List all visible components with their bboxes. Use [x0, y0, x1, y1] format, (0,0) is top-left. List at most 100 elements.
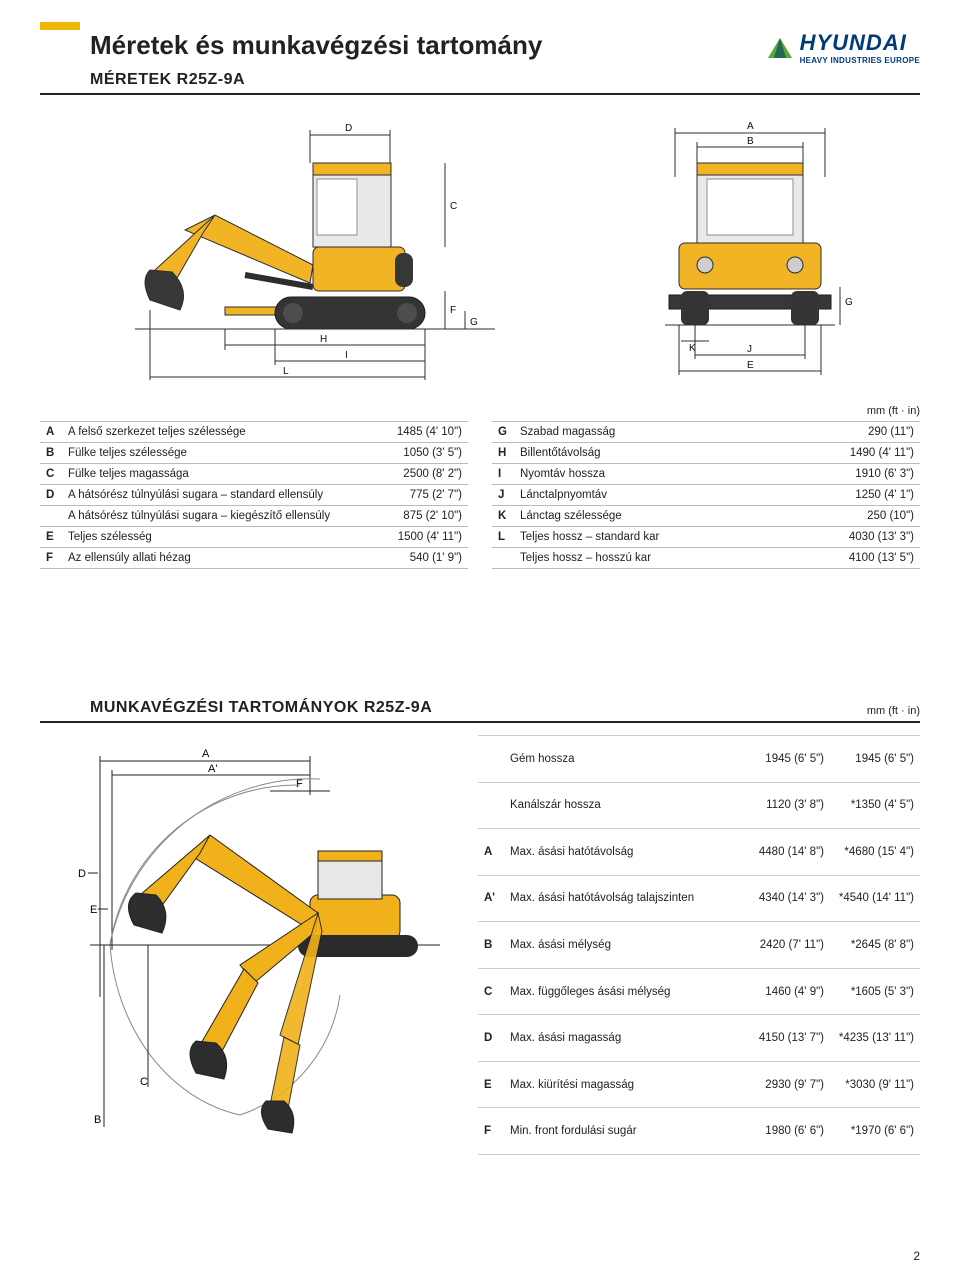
dimensions-diagram: D C F G H I — [40, 105, 920, 405]
svg-text:F: F — [450, 305, 456, 316]
dim-key: A — [40, 422, 62, 443]
dim-label: Teljes hossz – hosszú kar — [514, 548, 783, 569]
dim-value: 290 (11") — [783, 422, 920, 443]
svg-text:C: C — [140, 1076, 148, 1088]
dim-key — [40, 506, 62, 527]
range-key — [478, 782, 504, 829]
table-row: A'Max. ásási hatótávolság talajszinten43… — [478, 875, 920, 922]
dims-table-right: GSzabad magasság290 (11")HBillentőtávols… — [492, 421, 920, 569]
dim-label: Nyomtáv hossza — [514, 464, 783, 485]
dim-value: 4030 (13' 3") — [783, 527, 920, 548]
svg-text:G: G — [845, 297, 853, 308]
svg-text:E: E — [90, 904, 97, 916]
dim-key: K — [492, 506, 514, 527]
range-value-2: *2645 (8' 8") — [830, 922, 920, 969]
table-row: CMax. függőleges ásási mélység1460 (4' 9… — [478, 968, 920, 1015]
dim-value: 540 (1' 9") — [379, 548, 468, 569]
dim-key: B — [40, 443, 62, 464]
range-value-1: 1945 (6' 5") — [740, 736, 830, 783]
dim-key: L — [492, 527, 514, 548]
dim-key: I — [492, 464, 514, 485]
range-key — [478, 736, 504, 783]
dim-key: D — [40, 485, 62, 506]
dim-value: 2500 (8' 2") — [379, 464, 468, 485]
dim-label: Szabad magasság — [514, 422, 783, 443]
range-value-2: *4680 (15' 4") — [830, 829, 920, 876]
dim-value: 1250 (4' 1") — [783, 485, 920, 506]
dim-label: Lánctag szélessége — [514, 506, 783, 527]
section2-title: MUNKAVÉGZÉSI TARTOMÁNYOK R25Z-9A — [90, 699, 432, 717]
brand-logo: HYUNDAI HEAVY INDUSTRIES EUROPE — [766, 30, 920, 65]
table-row: Kanálszár hossza1120 (3' 8")*1350 (4' 5"… — [478, 782, 920, 829]
accent-bar — [40, 22, 80, 30]
dim-label: A felső szerkezet teljes szélessége — [62, 422, 379, 443]
range-key: A — [478, 829, 504, 876]
table-row: FAz ellensúly allati hézag540 (1' 9") — [40, 548, 468, 569]
dim-label: Teljes szélesség — [62, 527, 379, 548]
table-row: ETeljes szélesség1500 (4' 11") — [40, 527, 468, 548]
svg-text:C: C — [450, 201, 457, 212]
range-value-1: 1120 (3' 8") — [740, 782, 830, 829]
table-row: BMax. ásási mélység2420 (7' 11")*2645 (8… — [478, 922, 920, 969]
dim-label: A hátsórész túlnyúlási sugara – kiegészí… — [62, 506, 379, 527]
dimensions-tables: AA felső szerkezet teljes szélessége1485… — [40, 421, 920, 569]
logo-icon — [766, 36, 794, 60]
dim-value: 875 (2' 10") — [379, 506, 468, 527]
dim-value: 250 (10") — [783, 506, 920, 527]
working-range-diagram: A A' F — [40, 735, 450, 1155]
svg-text:B: B — [747, 136, 754, 147]
table-row: AMax. ásási hatótávolság4480 (14' 8")*46… — [478, 829, 920, 876]
range-key: E — [478, 1061, 504, 1108]
range-value-2: *1350 (4' 5") — [830, 782, 920, 829]
dim-key: E — [40, 527, 62, 548]
table-row: GSzabad magasság290 (11") — [492, 422, 920, 443]
table-row: EMax. kiürítési magasság2930 (9' 7")*303… — [478, 1061, 920, 1108]
table-row: DA hátsórész túlnyúlási sugara – standar… — [40, 485, 468, 506]
range-key: B — [478, 922, 504, 969]
dim-key: F — [40, 548, 62, 569]
table-row: CFülke teljes magassága2500 (8' 2") — [40, 464, 468, 485]
range-label: Gém hossza — [504, 736, 740, 783]
table-row: HBillentőtávolság1490 (4' 11") — [492, 443, 920, 464]
table-row: AA felső szerkezet teljes szélessége1485… — [40, 422, 468, 443]
range-value-1: 1460 (4' 9") — [740, 968, 830, 1015]
range-value-1: 4150 (13' 7") — [740, 1015, 830, 1062]
svg-text:A: A — [747, 121, 754, 132]
dim-label: Fülke teljes magassága — [62, 464, 379, 485]
range-label: Max. kiürítési magasság — [504, 1061, 740, 1108]
svg-text:H: H — [320, 334, 327, 345]
table-row: Teljes hossz – hosszú kar4100 (13' 5") — [492, 548, 920, 569]
range-label: Max. ásási magasság — [504, 1015, 740, 1062]
dim-key: H — [492, 443, 514, 464]
range-label: Max. ásási hatótávolság talajszinten — [504, 875, 740, 922]
dim-value: 4100 (13' 5") — [783, 548, 920, 569]
divider-2 — [40, 721, 920, 723]
unit-label-2: mm (ft · in) — [867, 705, 920, 717]
svg-text:I: I — [345, 350, 348, 361]
ranges-table: Gém hossza1945 (6' 5")1945 (6' 5")Kanáls… — [478, 735, 920, 1155]
dim-value: 1910 (6' 3") — [783, 464, 920, 485]
range-key: A' — [478, 875, 504, 922]
range-value-1: 2420 (7' 11") — [740, 922, 830, 969]
range-value-2: 1945 (6' 5") — [830, 736, 920, 783]
svg-text:J: J — [747, 344, 752, 355]
table-row: A hátsórész túlnyúlási sugara – kiegészí… — [40, 506, 468, 527]
range-value-1: 4480 (14' 8") — [740, 829, 830, 876]
range-key: C — [478, 968, 504, 1015]
dim-label: Az ellensúly allati hézag — [62, 548, 379, 569]
table-row: LTeljes hossz – standard kar4030 (13' 3"… — [492, 527, 920, 548]
brand-tagline: HEAVY INDUSTRIES EUROPE — [800, 56, 920, 65]
range-label: Kanálszár hossza — [504, 782, 740, 829]
range-value-2: *4540 (14' 11") — [830, 875, 920, 922]
excavator-front-view: A B G K J E — [635, 115, 865, 395]
dim-label: Billentőtávolság — [514, 443, 783, 464]
dim-label: A hátsórész túlnyúlási sugara – standard… — [62, 485, 379, 506]
table-row: FMin. front fordulási sugár1980 (6' 6")*… — [478, 1108, 920, 1155]
range-label: Max. ásási hatótávolság — [504, 829, 740, 876]
page-header: Méretek és munkavégzési tartomány HYUNDA… — [40, 30, 920, 65]
divider — [40, 93, 920, 95]
svg-text:B: B — [94, 1114, 101, 1126]
dim-label: Teljes hossz – standard kar — [514, 527, 783, 548]
dim-value: 1490 (4' 11") — [783, 443, 920, 464]
dim-key: G — [492, 422, 514, 443]
